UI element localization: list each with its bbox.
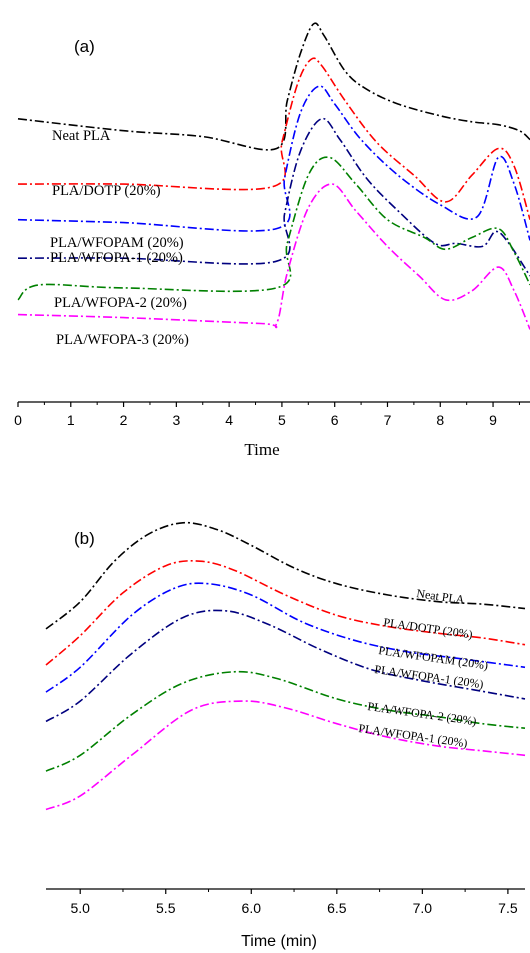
panel-a-x-tick-label: 8	[436, 412, 444, 428]
panel-a-series-0-neat-pla-line	[17, 22, 530, 151]
panel-a-x-tick-label: 1	[67, 412, 75, 428]
panel-a-x-tick-label: 4	[225, 412, 233, 428]
legend-a-pla-wfopa-3: PLA/WFOPA-3 (20%)	[56, 332, 189, 348]
panel-a-x-tick-label: 9	[489, 412, 497, 428]
panel-b-series-1-pla-dotp-20-line	[45, 560, 526, 666]
panel-b-x-tick-label: 6.5	[327, 900, 347, 916]
panel-a-x-axis-title: Time	[244, 440, 279, 459]
panel-b-x-axis-title: Time (min)	[241, 933, 317, 950]
panel-b-x-tick-label: 5.5	[156, 900, 176, 916]
legend-b-neat-pla: Neat PLA	[416, 586, 466, 607]
panel-a-x-tick-label: 5	[278, 412, 286, 428]
panel-a-series-5-pla-wfopa-3-20-line	[17, 183, 530, 330]
panel-a-series-4-pla-wfopa-2-20-line	[17, 156, 530, 301]
legend-a-pla-dotp: PLA/DOTP (20%)	[52, 183, 161, 199]
panel-b: (b) 5.0 5.5 6.0 6.5 7.0 7.5 Neat PLA PLA/DOTP…	[45, 521, 526, 950]
panel-a-x-tick-label: 0	[14, 412, 22, 428]
panel-b-x-tick-label: 6.0	[242, 900, 262, 916]
panel-a-x-tick-label: 2	[120, 412, 128, 428]
legend-a-pla-wfopa-1: PLA/WFOPA-1 (20%)	[50, 250, 183, 266]
panel-b-x-axis: 5.0 5.5 6.0 6.5 7.0 7.5	[46, 888, 525, 916]
panel-b-label: (b)	[74, 529, 95, 548]
panel-b-series-0-neat-pla-line	[45, 521, 526, 630]
panel-a: (a) 0 1 2 3 4 5 6 7 8 9 Neat PLA PLA/DOTP (20%) P…	[14, 22, 530, 459]
legend-b-pla-wfopa-1-second: PLA/WFOPA-1 (20%)	[358, 721, 469, 750]
panel-b-x-tick-label: 7.5	[498, 900, 518, 916]
panel-b-series-group	[45, 521, 526, 811]
legend-a-pla-wfopa-2: PLA/WFOPA-2 (20%)	[54, 295, 187, 311]
panel-b-legend: Neat PLA PLA/DOTP (20%) PLA/WFOPAM (20%)…	[358, 586, 489, 750]
panel-a-label: (a)	[74, 37, 95, 56]
panel-a-series-group	[17, 22, 530, 330]
panel-a-series-1-pla-dotp-20-line	[17, 57, 530, 220]
panel-a-x-tick-label: 3	[172, 412, 180, 428]
panel-b-series-3-pla-wfopa-1-20-line	[45, 609, 526, 723]
panel-b-series-4-pla-wfopa-2-20-line	[45, 670, 526, 772]
panel-b-x-tick-label: 7.0	[413, 900, 433, 916]
panel-a-series-3-pla-wfopa-1-20-line	[17, 117, 530, 277]
legend-b-pla-dotp: PLA/DOTP (20%)	[383, 615, 474, 641]
panel-b-x-tick-label: 5.0	[70, 900, 90, 916]
panel-a-x-tick-label: 6	[331, 412, 339, 428]
panel-b-series-2-pla-wfopam-20-line	[45, 582, 526, 693]
legend-a-neat-pla: Neat PLA	[52, 128, 111, 144]
panel-a-legend: Neat PLA PLA/DOTP (20%) PLA/WFOPAM (20%)…	[50, 128, 189, 348]
panel-a-x-axis: 0 1 2 3 4 5 6 7 8 9	[14, 401, 530, 428]
legend-a-pla-wfopam: PLA/WFOPAM (20%)	[50, 235, 184, 251]
panel-b-series-5-pla-wfopa-1-20-line	[45, 700, 526, 811]
panel-a-series-2-pla-wfopam-20-line	[17, 85, 530, 241]
panel-a-x-tick-label: 7	[384, 412, 392, 428]
